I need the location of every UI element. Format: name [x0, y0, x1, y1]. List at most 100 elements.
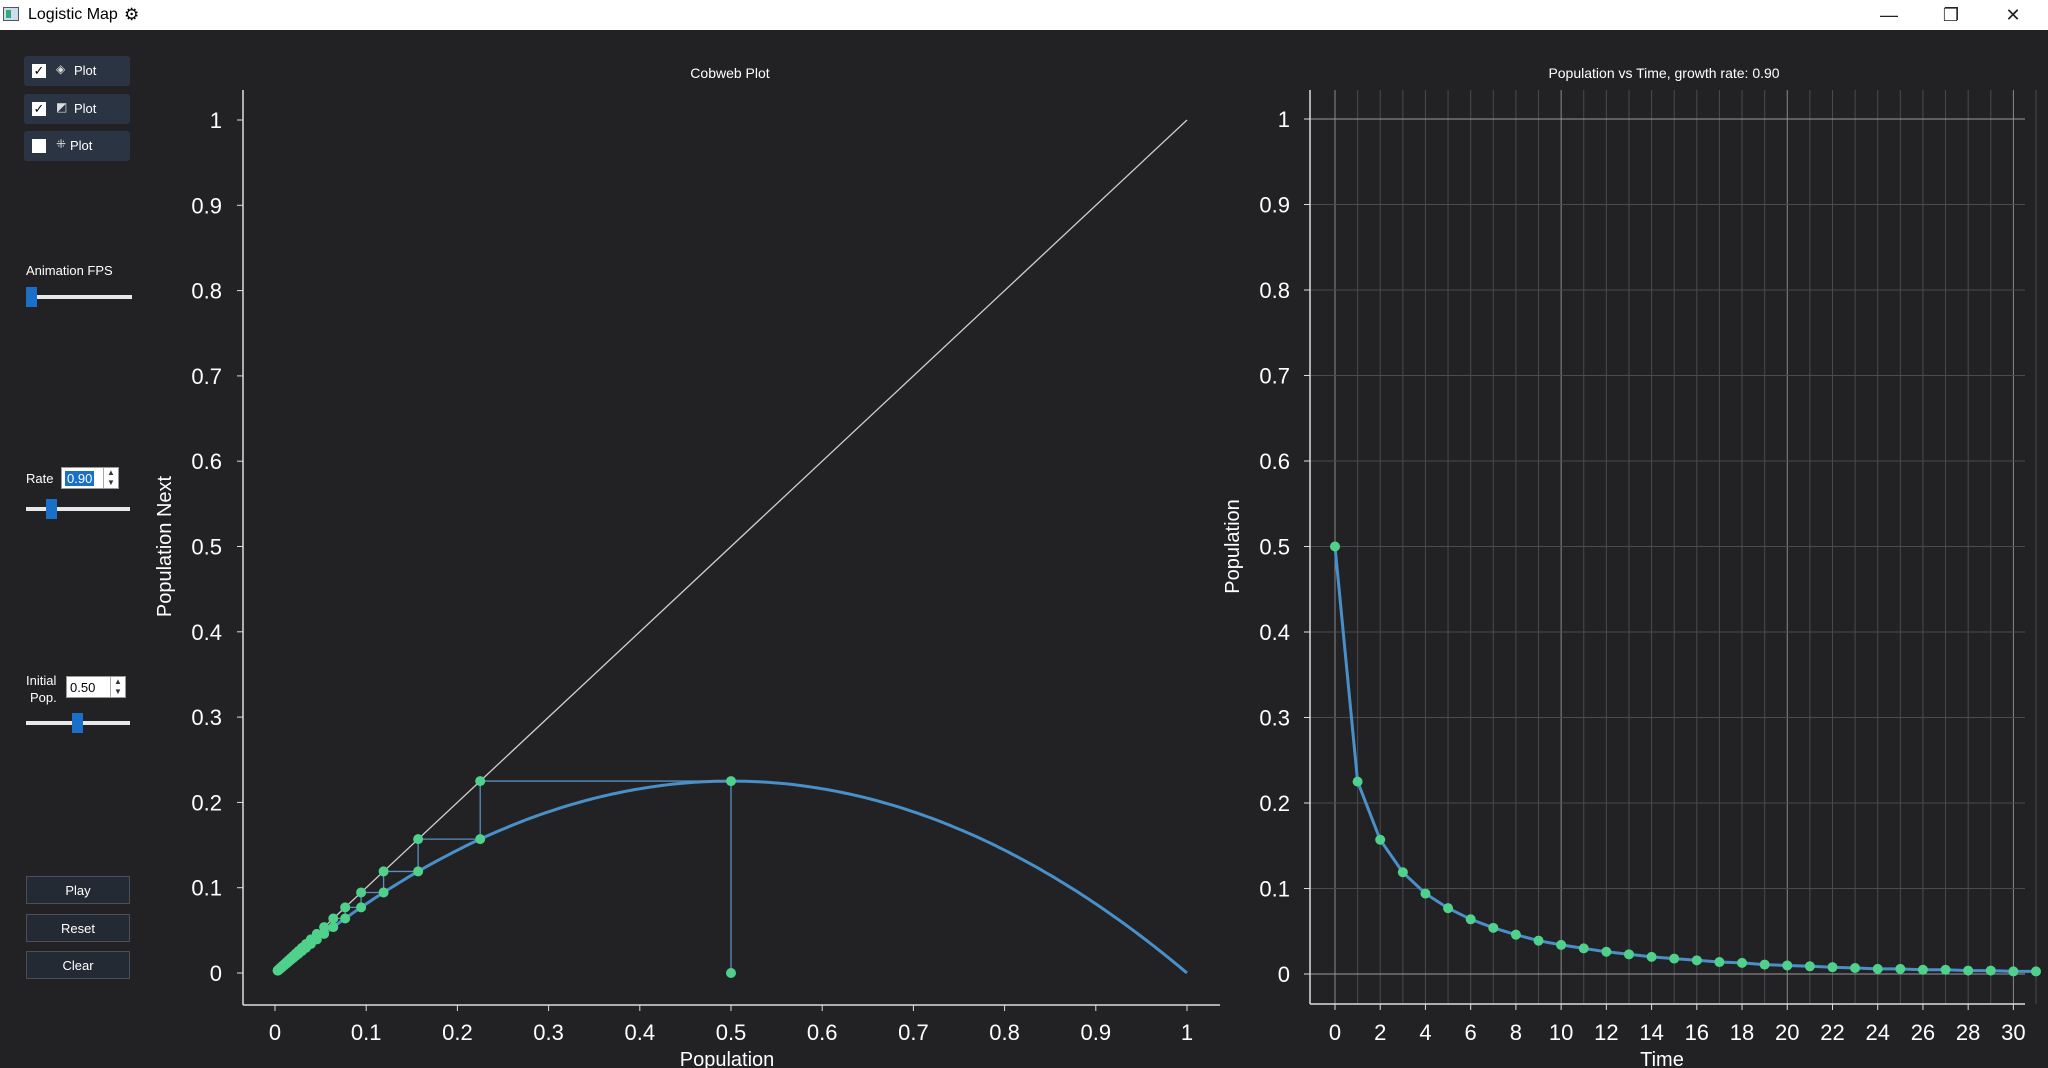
y-tick-label: 0.2: [1259, 791, 1290, 816]
control-sidebar: ✓ ◈ Plot ✓ ◩ Plot ⁜ Plot Animation FPS R…: [0, 30, 150, 1068]
population-point: [1669, 953, 1680, 964]
x-tick-label: 2: [1374, 1020, 1386, 1045]
fps-slider-handle[interactable]: [26, 287, 37, 307]
checkbox-unchecked-icon[interactable]: [32, 139, 46, 153]
initial-pop-value[interactable]: 0.50: [70, 680, 96, 695]
population-point: [1533, 935, 1544, 946]
x-tick-label: 0: [269, 1020, 281, 1045]
x-tick-label: 0.9: [1081, 1020, 1112, 1045]
population-point: [1556, 939, 1567, 950]
cobweb-point: [378, 866, 389, 877]
y-tick-label: 0.6: [191, 449, 222, 474]
scatter-plot-toggle[interactable]: ⁜ Plot: [24, 131, 130, 161]
population-point: [1330, 541, 1340, 552]
initial-pop-slider[interactable]: [26, 713, 130, 733]
line-plot-toggle[interactable]: ✓ ◩ Plot: [24, 94, 130, 124]
checkbox-checked-icon[interactable]: ✓: [32, 63, 46, 78]
reset-button[interactable]: Reset: [26, 914, 130, 942]
y-tick-label: 0.6: [1259, 449, 1290, 474]
x-tick-label: 0.8: [989, 1020, 1020, 1045]
x-tick-label: 18: [1730, 1020, 1754, 1045]
rate-slider[interactable]: [26, 499, 130, 519]
population-point: [1375, 834, 1386, 845]
y-tick-label: 0.7: [191, 364, 222, 389]
y-tick-label: 0.5: [191, 535, 222, 560]
population-point: [1759, 959, 1770, 970]
rate-slider-handle[interactable]: [46, 499, 57, 519]
population-point: [1578, 943, 1589, 954]
spin-arrows-icon[interactable]: ▲ ▼: [103, 468, 118, 488]
y-tick-label: 1: [210, 108, 222, 133]
x-tick-label: 26: [1911, 1020, 1935, 1045]
cobweb-title: Cobweb Plot: [690, 65, 769, 81]
x-tick-label: 28: [1956, 1020, 1980, 1045]
fps-label: Animation FPS: [26, 263, 113, 278]
population-point: [1782, 960, 1793, 971]
population-point: [1827, 962, 1838, 973]
population-point: [1443, 903, 1454, 914]
x-axis-label: Time: [1640, 1049, 1684, 1068]
population-point: [1737, 957, 1748, 968]
cobweb-point: [475, 776, 486, 787]
population-point: [1465, 914, 1476, 925]
y-tick-label: 0.9: [191, 193, 222, 218]
x-tick-label: 0.2: [442, 1020, 473, 1045]
cobweb-point: [356, 887, 367, 898]
cobweb-point: [378, 887, 389, 898]
y-tick-label: 0.8: [1259, 278, 1290, 303]
fps-slider[interactable]: [26, 287, 132, 307]
x-tick-label: 0.7: [898, 1020, 929, 1045]
cobweb-point: [328, 913, 339, 924]
rate-value[interactable]: 0.90: [65, 471, 95, 486]
title-bar: Logistic Map ⚙ — ❐ ✕: [0, 0, 2048, 30]
settings-gear-icon[interactable]: ⚙: [124, 5, 140, 24]
x-tick-label: 12: [1594, 1020, 1618, 1045]
rate-spinbox[interactable]: 0.90 ▲ ▼: [61, 467, 119, 489]
y-tick-label: 0.9: [1259, 193, 1290, 218]
y-tick-label: 0.3: [1259, 706, 1290, 731]
cobweb-plot-toggle[interactable]: ✓ ◈ Plot: [24, 56, 130, 86]
population-point: [1488, 922, 1499, 933]
app-icon: [3, 7, 19, 21]
initial-pop-label: Initial: [26, 673, 57, 688]
y-tick-label: 0.1: [191, 876, 222, 901]
minimize-button[interactable]: —: [1880, 5, 1898, 25]
initial-pop-label-line2: Pop.: [30, 690, 57, 705]
population-point: [1691, 955, 1702, 966]
checkbox-checked-icon[interactable]: ✓: [32, 101, 46, 116]
x-tick-label: 1: [1181, 1020, 1193, 1045]
y-axis-label: Population Next: [154, 475, 176, 617]
cobweb-point: [272, 965, 283, 976]
spin-arrows-icon[interactable]: ▲ ▼: [110, 677, 125, 697]
population-point: [1510, 929, 1521, 940]
population-point: [1872, 963, 1883, 974]
initial-pop-spinbox[interactable]: 0.50 ▲ ▼: [66, 676, 126, 698]
x-tick-label: 14: [1639, 1020, 1663, 1045]
line-chart-icon: ◩: [56, 100, 68, 114]
play-button[interactable]: Play: [26, 876, 130, 904]
population-time-chart: Population vs Time, growth rate: 0.90 0 0.…: [1222, 65, 2041, 1068]
initial-pop-slider-handle[interactable]: [72, 713, 83, 733]
rate-label: Rate: [26, 471, 54, 486]
x-tick-label: 0.5: [716, 1020, 747, 1045]
maximize-button[interactable]: ❐: [1942, 5, 1960, 25]
x-tick-label: 6: [1465, 1020, 1477, 1045]
cobweb-icon: ◈: [56, 62, 66, 76]
x-tick-label: 0.4: [625, 1020, 656, 1045]
cobweb-point: [413, 834, 424, 845]
population-point: [1420, 888, 1431, 899]
population-point: [1397, 867, 1408, 878]
population-point: [1850, 963, 1861, 974]
identity-diagonal-line: [274, 119, 1188, 974]
cobweb-point: [328, 922, 339, 933]
y-tick-label: 0.7: [1259, 364, 1290, 389]
population-point: [1940, 964, 1951, 975]
population-point: [1352, 776, 1363, 787]
clear-button[interactable]: Clear: [26, 951, 130, 979]
y-tick-label: 0.3: [191, 705, 222, 730]
population-point: [1646, 951, 1657, 962]
y-tick-label: 1: [1278, 107, 1290, 132]
y-tick-label: 0: [1278, 962, 1290, 987]
x-tick-label: 0.3: [533, 1020, 564, 1045]
close-button[interactable]: ✕: [2005, 5, 2021, 25]
